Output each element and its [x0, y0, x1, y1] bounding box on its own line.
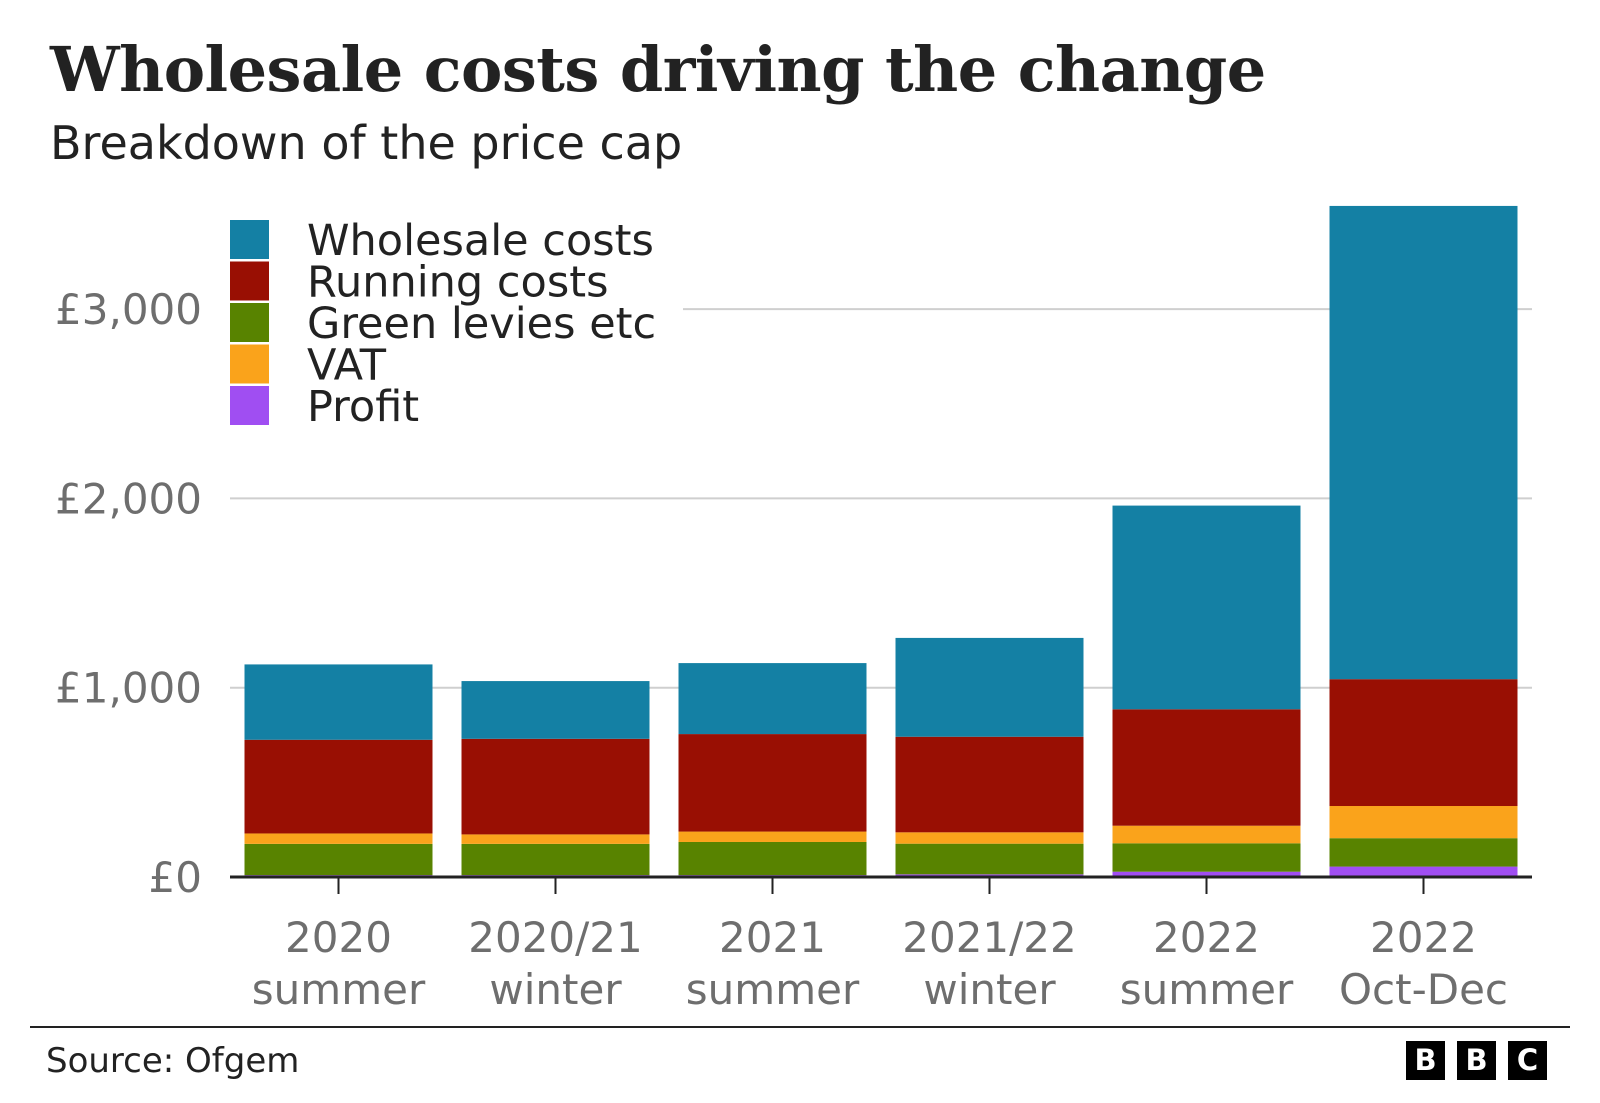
x-tick-label: summer [686, 965, 860, 1010]
y-tick-label: £1,000 [55, 664, 202, 713]
x-tick-label: 2020/21 [468, 913, 642, 962]
legend-swatch [230, 303, 269, 342]
y-tick-label: £3,000 [55, 285, 202, 334]
bar-segment [1329, 838, 1518, 867]
bar-segment [678, 663, 867, 735]
bar-segment [678, 841, 867, 876]
bar-segment [895, 832, 1084, 844]
x-tick-label: 2022 [1370, 913, 1477, 962]
bar-segment [895, 843, 1084, 875]
y-tick-label: £2,000 [55, 474, 202, 523]
bar-segment [678, 734, 867, 832]
footer-divider [30, 1026, 1570, 1028]
bars [244, 205, 1518, 877]
bbc-logo-letter-b1: B [1406, 1041, 1445, 1080]
bar-segment [461, 738, 650, 835]
bar-segment [895, 736, 1084, 833]
bar-segment [895, 637, 1084, 737]
x-tick-label: summer [1120, 965, 1294, 1010]
x-axis [230, 875, 1532, 894]
bar-segment [1112, 871, 1301, 877]
x-tick-label: 2021 [719, 913, 826, 962]
bar-segment [1112, 843, 1301, 872]
stacked-bar-chart: £0£1,000£2,000£3,000 2020summer2020/21wi… [55, 205, 1532, 1010]
bar-segment [244, 664, 433, 740]
x-tick-label: winter [489, 965, 622, 1010]
legend-swatch [230, 344, 269, 384]
bar-segment [1329, 679, 1518, 807]
bar-segment [1329, 806, 1518, 839]
y-axis-tick-labels: £0 £1,000 £2,000 £3,000 [55, 285, 202, 902]
x-axis-tick-labels: 2020summer2020/21winter2021summer2021/22… [252, 913, 1508, 1010]
chart-subtitle: Breakdown of the price cap [50, 116, 683, 170]
bar-segment [678, 831, 867, 842]
legend-swatch [230, 220, 269, 259]
legend-label: VAT [307, 341, 387, 391]
legend-swatch [230, 261, 269, 301]
legend-swatch [230, 386, 269, 425]
legend-label: Green levies etc [307, 299, 656, 349]
bar-segment [244, 739, 433, 834]
bbc-logo: B B C [1406, 1041, 1547, 1080]
legend-label: Running costs [307, 258, 608, 308]
bbc-logo-letter-b2: B [1457, 1041, 1496, 1080]
bar-segment [1329, 866, 1518, 877]
x-tick-label: 2021/22 [902, 913, 1076, 962]
bar-segment [244, 833, 433, 844]
x-tick-label: 2022 [1153, 913, 1260, 962]
x-tick-label: Oct-Dec [1339, 965, 1508, 1010]
y-tick-label: £0 [149, 853, 202, 902]
chart-title: Wholesale costs driving the change [50, 33, 1266, 106]
bar-segment [1329, 205, 1518, 680]
bar-segment [244, 843, 433, 876]
legend-label: Wholesale costs [307, 216, 654, 266]
x-tick-label: winter [923, 965, 1056, 1010]
bbc-logo-letter-c: C [1508, 1041, 1547, 1080]
bar-segment [461, 681, 650, 739]
x-tick-label: 2020 [285, 913, 392, 962]
legend-background [218, 210, 683, 432]
x-tick-label: summer [252, 965, 426, 1010]
legend-label: Profit [307, 382, 419, 432]
source-note: Source: Ofgem [46, 1041, 300, 1081]
bar-segment [1112, 825, 1301, 844]
bar-segment [461, 834, 650, 844]
bar-segment [461, 843, 650, 876]
bar-segment [1112, 505, 1301, 710]
bar-segment [1112, 709, 1301, 826]
